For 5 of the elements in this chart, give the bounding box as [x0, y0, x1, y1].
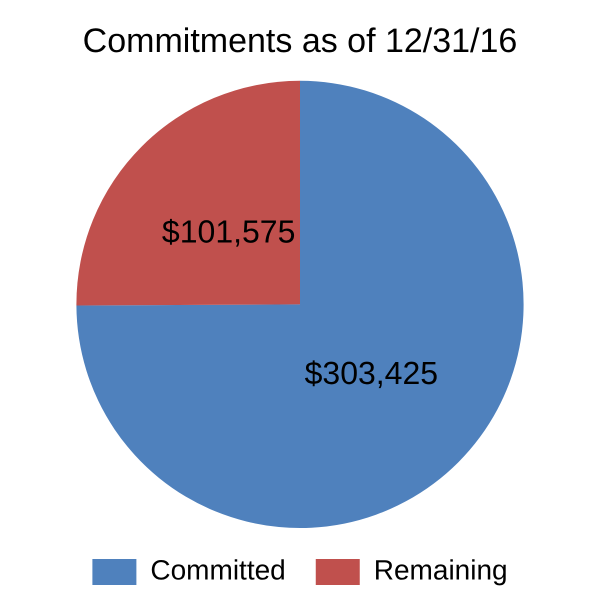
data-label: $303,425 [304, 355, 438, 392]
legend-label: Committed [150, 554, 286, 586]
legend-label: Remaining [374, 554, 508, 586]
chart-title: Commitments as of 12/31/16 [82, 22, 518, 60]
data-label: $101,575 [162, 213, 296, 250]
